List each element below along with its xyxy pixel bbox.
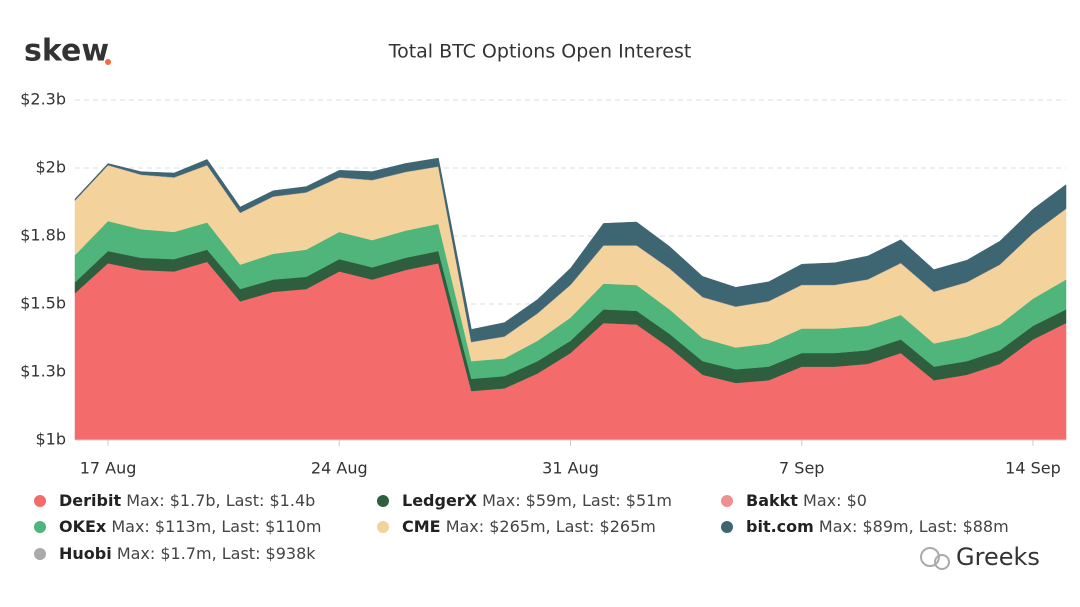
legend-summary: Max: $59m, Last: $51m	[482, 491, 672, 510]
legend-entry: OKEx Max: $113m, Last: $110m	[34, 517, 321, 536]
legend-label: Deribit Max: $1.7b, Last: $1.4b	[59, 491, 315, 510]
x-tick-label: 24 Aug	[311, 459, 368, 478]
y-tick-label: $2b	[35, 158, 66, 177]
legend-summary: Max: $0	[803, 491, 867, 510]
area	[74, 157, 1067, 342]
legend-summary: Max: $265m, Last: $265m	[446, 517, 656, 536]
x-tick-label: 14 Sep	[1005, 459, 1061, 478]
legend-entry: Bakkt Max: $0	[721, 491, 867, 510]
legend-swatch	[721, 521, 733, 533]
legend-label: Bakkt Max: $0	[746, 491, 867, 510]
legend-entry: bit.com Max: $89m, Last: $88m	[721, 517, 1009, 536]
legend-summary: Max: $1.7m, Last: $938k	[117, 544, 316, 563]
legend-label: bit.com Max: $89m, Last: $88m	[746, 517, 1009, 536]
y-tick-label: $1.5b	[20, 294, 66, 313]
legend-swatch	[377, 495, 389, 507]
y-tick-label: $1.8b	[20, 226, 66, 245]
x-tick-label: 7 Sep	[779, 459, 824, 478]
legend-name: Huobi	[59, 544, 112, 563]
watermark-icon	[934, 554, 950, 570]
watermark: Greeks	[920, 543, 1040, 571]
legend-summary: Max: $113m, Last: $110m	[111, 517, 321, 536]
y-tick-label: $2.3b	[20, 90, 66, 109]
legend-name: Deribit	[59, 491, 121, 510]
legend-label: Huobi Max: $1.7m, Last: $938k	[59, 544, 316, 563]
legend-summary: Max: $89m, Last: $88m	[819, 517, 1009, 536]
legend-swatch	[721, 495, 733, 507]
legend-entry: LedgerX Max: $59m, Last: $51m	[377, 491, 672, 510]
watermark-text: Greeks	[956, 543, 1040, 571]
legend-label: LedgerX Max: $59m, Last: $51m	[402, 491, 672, 510]
x-tick-label: 31 Aug	[542, 459, 599, 478]
legend-summary: Max: $1.7b, Last: $1.4b	[126, 491, 315, 510]
legend-swatch	[34, 548, 46, 560]
legend-label: CME Max: $265m, Last: $265m	[402, 517, 656, 536]
logo: skew	[24, 34, 109, 69]
legend-name: bit.com	[746, 517, 814, 536]
y-tick-label: $1b	[35, 430, 66, 449]
legend-entry: Deribit Max: $1.7b, Last: $1.4b	[34, 491, 315, 510]
legend-label: OKEx Max: $113m, Last: $110m	[59, 517, 321, 536]
legend-swatch	[34, 495, 46, 507]
legend-name: CME	[402, 517, 441, 536]
x-tick-label: 17 Aug	[80, 459, 137, 478]
legend-name: OKEx	[59, 517, 107, 536]
legend-entry: CME Max: $265m, Last: $265m	[377, 517, 656, 536]
legend-entry: Huobi Max: $1.7m, Last: $938k	[34, 544, 316, 563]
logo-dot	[105, 59, 111, 65]
watermark-icon	[920, 547, 940, 567]
legend-name: Bakkt	[746, 491, 798, 510]
legend-swatch	[377, 521, 389, 533]
chart-title: Total BTC Options Open Interest	[388, 41, 692, 63]
legend-swatch	[34, 521, 46, 533]
y-tick-label: $1.3b	[20, 362, 66, 381]
legend-name: LedgerX	[402, 491, 478, 510]
